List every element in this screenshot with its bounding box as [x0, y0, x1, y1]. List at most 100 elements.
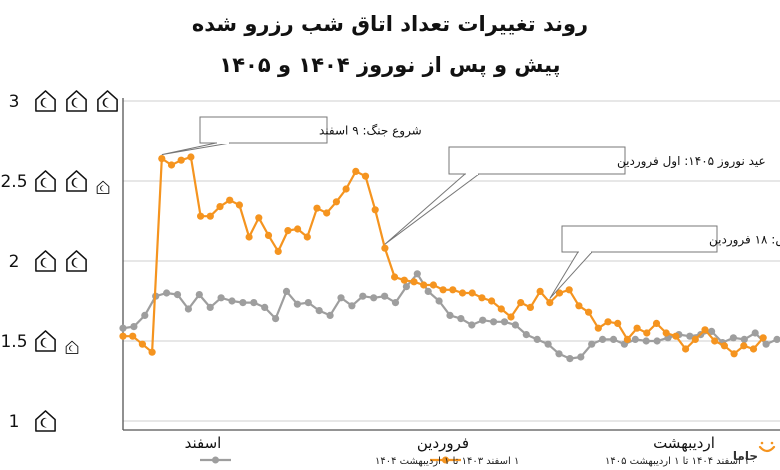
house-crescent-icon — [66, 170, 87, 192]
orange-series — [119, 153, 767, 358]
annotation-box — [561, 225, 718, 253]
orange-data-point — [187, 153, 195, 161]
orange-data-point — [526, 303, 535, 311]
series-group — [119, 153, 780, 363]
orange-data-point — [158, 155, 166, 163]
annotation-box — [448, 146, 626, 175]
gray-data-point — [751, 329, 759, 337]
gray-data-point — [391, 299, 400, 307]
gray-data-point — [348, 302, 356, 310]
orange-data-point — [468, 289, 476, 297]
gray-data-point — [544, 340, 552, 348]
grid-lines — [123, 100, 780, 422]
y-tick-label: 1.5 — [0, 332, 27, 352]
orange-data-point — [478, 294, 486, 302]
gray-data-point — [609, 335, 618, 343]
brand-dot — [770, 441, 774, 445]
chart-title: روند تغییرات تعداد اتاق شب رزرو شده — [192, 12, 588, 36]
orange-data-point — [361, 172, 370, 180]
gray-series — [119, 270, 780, 363]
gray-data-point — [381, 292, 389, 300]
annotation-pointer — [384, 173, 481, 245]
orange-data-point — [284, 227, 292, 235]
gray-data-point — [479, 316, 487, 324]
orange-data-point — [332, 198, 340, 206]
orange-data-point — [643, 329, 651, 337]
annotation-callout: عید نوروز ۱۴۰۵: اول فروردین — [384, 146, 766, 245]
annotation-callout: شروع آتش‌بس: ۱۸ فروردین — [549, 225, 780, 299]
gray-data-point — [555, 350, 563, 358]
y-tick-label: 2 — [9, 252, 20, 272]
orange-data-point — [546, 299, 554, 307]
gray-data-point — [163, 289, 171, 297]
orange-data-point — [633, 324, 641, 332]
gray-data-point — [359, 292, 367, 300]
legend-swatch-dot — [442, 456, 449, 464]
orange-data-point — [497, 305, 505, 313]
legend-label: ۱ اسفند ۱۴۰۳ تا ۱ اردیبهشت ۱۴۰۴ — [375, 456, 519, 467]
gray-data-point — [184, 305, 192, 313]
orange-data-point — [313, 204, 321, 212]
axes — [122, 98, 780, 431]
gray-data-point — [141, 311, 149, 319]
orange-data-point — [410, 278, 418, 286]
orange-data-point — [759, 334, 767, 342]
gray-data-point — [500, 318, 509, 326]
gray-data-point — [435, 297, 443, 305]
orange-data-point — [352, 167, 360, 175]
y-tick-label: 3 — [9, 92, 20, 112]
orange-series-line — [123, 155, 765, 355]
gray-data-point — [326, 311, 334, 319]
gray-data-point — [228, 297, 236, 305]
orange-data-point — [429, 281, 437, 289]
gray-data-point — [511, 321, 519, 329]
gray-data-point — [130, 323, 138, 331]
smile-icon — [758, 445, 776, 453]
orange-data-point — [391, 273, 399, 281]
orange-data-point — [536, 287, 544, 295]
gray-data-point — [740, 335, 748, 343]
orange-data-point — [623, 335, 632, 343]
orange-data-point — [371, 206, 379, 214]
orange-data-point — [294, 225, 302, 233]
chart-subtitle: پیش و پس از نوروز ۱۴۰۴ و ۱۴۰۵ — [219, 53, 560, 77]
orange-data-point — [177, 156, 185, 164]
annotations: شروع جنگ: ۹ اسفند عید نوروز ۱۴۰۵: اول فرو… — [161, 116, 780, 299]
orange-data-point — [749, 345, 758, 353]
orange-data-point — [488, 297, 496, 305]
annotation-pointer — [161, 142, 231, 156]
gray-data-point — [599, 335, 607, 343]
orange-data-point — [672, 332, 680, 340]
gray-data-point — [402, 283, 410, 291]
house-crescent-icon — [35, 250, 56, 272]
annotation-box — [199, 116, 328, 144]
gray-data-point — [773, 335, 780, 343]
gray-data-point — [304, 299, 312, 307]
x-tick-labels: اسفند فروردین اردیبهشت — [185, 434, 715, 452]
gray-data-point — [119, 324, 127, 332]
gray-data-point — [282, 287, 291, 295]
house-crescent-icon — [66, 90, 87, 112]
legend-item: ۱ اسفند ۱۴۰۴ تا ۱ اردیبهشت ۱۴۰۵ — [430, 456, 749, 467]
legend-swatch-dot — [212, 456, 219, 464]
orange-data-point — [691, 335, 699, 343]
brand-name: جاما — [733, 449, 758, 463]
house-crescent-icon — [65, 340, 79, 354]
gray-data-point — [173, 291, 182, 299]
x-tick-label: اردیبهشت — [653, 434, 715, 452]
gray-data-point — [686, 332, 694, 340]
house-crescent-icon — [97, 90, 118, 112]
orange-data-point — [614, 319, 622, 327]
brand-logo: جاما — [733, 441, 776, 463]
brand-dot — [760, 441, 764, 445]
gray-data-point — [708, 327, 716, 335]
orange-data-point — [662, 329, 670, 337]
legend-item: ۱ اسفند ۱۴۰۳ تا ۱ اردیبهشت ۱۴۰۴ — [200, 456, 519, 467]
gray-data-point — [315, 307, 323, 315]
orange-data-point — [720, 342, 729, 350]
gray-data-point — [370, 294, 378, 302]
orange-data-point — [226, 196, 234, 204]
orange-data-point — [119, 332, 127, 340]
orange-data-point — [148, 348, 156, 356]
